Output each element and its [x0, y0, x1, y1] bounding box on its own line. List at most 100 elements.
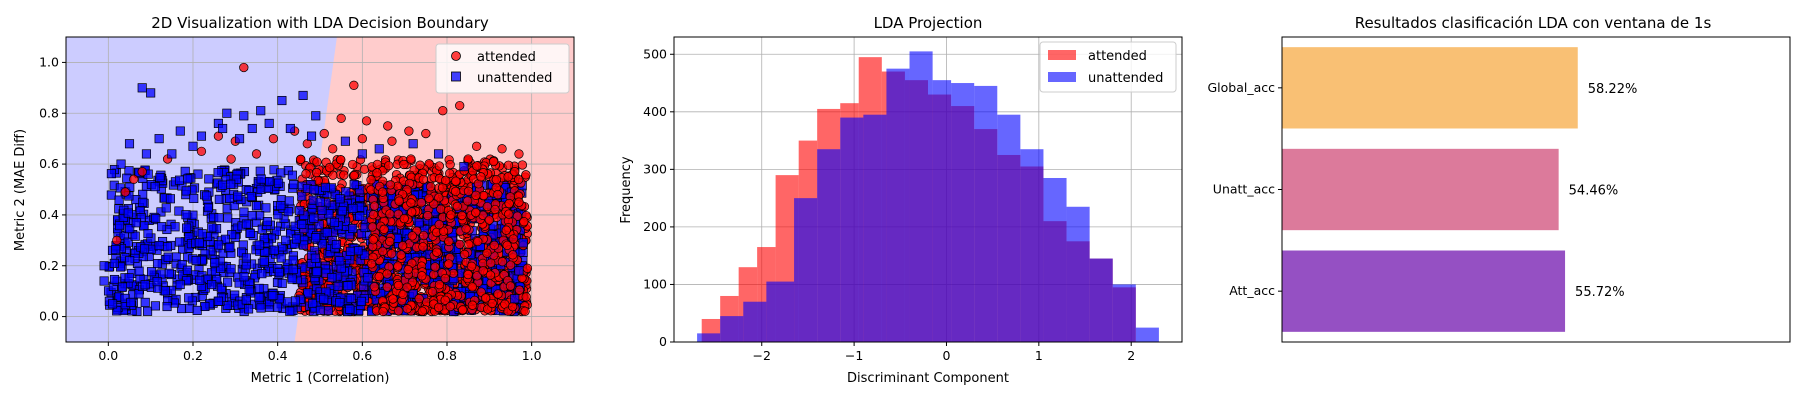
bar-value-label: 54.46% — [1569, 184, 1619, 199]
unattended-point — [203, 203, 213, 213]
unattended-point — [291, 234, 302, 244]
bar-panel: Resultados clasificación LDA con ventana… — [1207, 14, 1791, 343]
legend-unattended-marker — [451, 71, 461, 82]
attended-point — [452, 201, 462, 212]
unattended-point — [315, 197, 325, 207]
unattended-point — [317, 239, 327, 249]
unattended-point — [116, 159, 126, 169]
unattended-point — [106, 190, 116, 200]
histogram-bar-unattended — [974, 85, 998, 342]
unattended-point — [281, 235, 291, 245]
unattended-point — [239, 207, 249, 217]
attended-point — [383, 121, 393, 131]
histogram-ytick-label: 400 — [643, 104, 667, 119]
legend-unattended-label: unattended — [477, 71, 552, 86]
attended-point — [349, 80, 359, 90]
attended-point — [426, 182, 436, 192]
unattended-point — [241, 219, 251, 229]
histogram-ytick-label: 200 — [643, 219, 667, 234]
unattended-point — [255, 166, 265, 176]
histogram-panel: LDA Projection −2 −1 0 1 2 0 100 200 300 400 500 D… — [619, 14, 1183, 386]
unattended-point — [161, 203, 171, 213]
histogram-bar-unattended — [909, 51, 933, 342]
attended-point — [455, 100, 465, 111]
unattended-point — [273, 210, 283, 220]
unattended-point — [200, 301, 210, 312]
unattended-point — [244, 304, 254, 314]
scatter-frame — [65, 36, 575, 343]
unattended-point — [225, 242, 235, 252]
unattended-point — [277, 278, 287, 288]
histogram-bar-unattended — [766, 281, 795, 342]
attended-point — [486, 258, 496, 268]
attended-point — [120, 187, 130, 197]
attended-point — [514, 149, 524, 159]
scatter-title: 2D Visualization with LDA Decision Bound… — [151, 14, 489, 32]
unattended-point — [109, 274, 120, 285]
unattended-point — [333, 281, 343, 291]
unattended-point — [414, 218, 424, 228]
unattended-point — [306, 131, 317, 141]
attended-point — [497, 257, 508, 267]
unattended-point — [184, 303, 195, 313]
histogram-ytick-label: 100 — [643, 276, 667, 291]
attended-point — [503, 160, 514, 170]
attended-point — [385, 180, 396, 190]
unattended-point — [99, 261, 109, 271]
unattended-point — [99, 276, 109, 286]
unattended-point — [283, 207, 293, 217]
attended-point — [440, 295, 450, 305]
scatter-xtick-label: 0.2 — [183, 348, 203, 363]
attended-point — [312, 167, 322, 178]
attended-point — [455, 239, 465, 250]
attended-point — [508, 301, 518, 312]
attended-point — [441, 175, 451, 185]
unattended-point — [175, 237, 185, 247]
attended-point — [393, 280, 404, 291]
unattended-point — [131, 218, 141, 228]
attended-point — [378, 306, 388, 317]
attended-point — [457, 210, 467, 221]
histogram-xlabel: Discriminant Component — [847, 371, 1009, 386]
attended-point — [482, 248, 492, 258]
attended-point — [386, 249, 397, 259]
attended-point — [399, 159, 409, 170]
attended-point — [295, 154, 306, 165]
unattended-point — [154, 240, 164, 251]
unattended-point — [298, 240, 309, 250]
attended-point — [348, 159, 358, 170]
attended-point — [112, 235, 122, 245]
attended-point — [339, 170, 349, 180]
attended-point — [402, 304, 412, 314]
unattended-point — [319, 294, 329, 304]
attended-point — [467, 300, 478, 310]
attended-point — [451, 186, 461, 197]
unattended-point — [197, 229, 207, 239]
scatter-legend-box — [435, 43, 570, 94]
unattended-point — [150, 182, 160, 192]
histogram-bar-unattended — [1043, 177, 1067, 342]
bar-category-label: Global_acc — [1207, 80, 1275, 95]
unattended-point — [227, 230, 237, 240]
scatter-xtick-label: 0.6 — [352, 348, 372, 363]
unattended-point — [160, 286, 171, 296]
scatter-panel: 2D Visualization with LDA Decision Bound… — [13, 14, 575, 386]
unattended-point — [348, 223, 358, 234]
scatter-xlabel: Metric 1 (Correlation) — [251, 371, 390, 386]
unattended-point — [244, 285, 254, 295]
attended-point — [484, 215, 494, 225]
unattended-point — [308, 298, 318, 309]
attended-point — [505, 260, 516, 270]
attended-point — [419, 230, 429, 241]
unattended-point — [152, 277, 162, 287]
attended-point — [418, 174, 429, 185]
histogram-xtick-label: 1 — [1035, 348, 1043, 363]
unattended-point — [140, 244, 150, 254]
unattended-point — [236, 247, 247, 257]
histogram-bar-unattended — [1089, 258, 1113, 342]
scatter-ticks: 0.0 0.2 0.4 0.6 0.8 1.0 0.0 0.2 0.4 0.6 0.8 1.0 — [39, 54, 542, 363]
attended-point — [503, 172, 513, 182]
attended-point — [387, 136, 397, 146]
unattended-point — [241, 295, 251, 305]
legend-unattended-swatch — [1048, 72, 1076, 82]
